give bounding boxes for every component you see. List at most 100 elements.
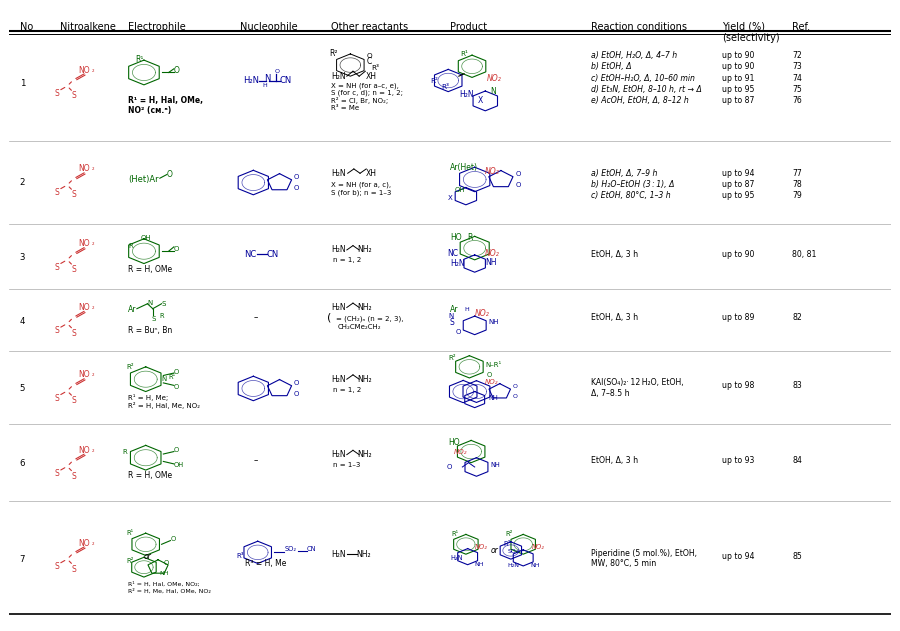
Text: n = 1, 2: n = 1, 2 bbox=[333, 387, 361, 392]
Text: R: R bbox=[128, 243, 133, 249]
Text: Electrophile: Electrophile bbox=[128, 22, 185, 32]
Text: CN: CN bbox=[266, 250, 279, 259]
Text: up to 93: up to 93 bbox=[722, 456, 754, 465]
Text: R²: R² bbox=[430, 78, 438, 83]
Text: O: O bbox=[166, 170, 173, 179]
Text: R³: R³ bbox=[372, 65, 380, 71]
Text: Product: Product bbox=[450, 22, 487, 32]
Text: NO₂: NO₂ bbox=[474, 545, 488, 550]
Text: N: N bbox=[148, 300, 153, 305]
Text: up to 95: up to 95 bbox=[722, 191, 754, 200]
Text: NO: NO bbox=[77, 539, 89, 548]
Text: NO: NO bbox=[77, 446, 89, 455]
Text: R = H, OMe: R = H, OMe bbox=[128, 471, 172, 480]
Text: HO: HO bbox=[450, 233, 462, 242]
Text: NH₂: NH₂ bbox=[357, 450, 372, 459]
Text: Ar: Ar bbox=[450, 305, 458, 314]
Text: c) EtOH–H₂O, Δ, 10–60 min: c) EtOH–H₂O, Δ, 10–60 min bbox=[591, 74, 695, 83]
Text: 77: 77 bbox=[792, 168, 802, 178]
Text: NH: NH bbox=[485, 258, 497, 267]
Text: up to 98: up to 98 bbox=[722, 381, 754, 390]
Text: NO₂: NO₂ bbox=[485, 379, 499, 386]
Text: up to 90: up to 90 bbox=[722, 250, 754, 259]
Text: R²: R² bbox=[126, 364, 134, 370]
Text: X: X bbox=[448, 195, 453, 201]
Text: S: S bbox=[72, 265, 76, 274]
Text: –: – bbox=[253, 456, 257, 465]
Text: R¹: R¹ bbox=[168, 374, 176, 380]
Text: O: O bbox=[174, 447, 179, 453]
Text: NO: NO bbox=[77, 66, 89, 74]
Text: b) EtOH, Δ: b) EtOH, Δ bbox=[591, 62, 632, 71]
Text: O: O bbox=[294, 185, 300, 191]
Text: S: S bbox=[55, 188, 59, 197]
Text: OH: OH bbox=[174, 462, 184, 468]
Text: Nitroalkene: Nitroalkene bbox=[60, 22, 116, 32]
Text: R²: R² bbox=[329, 49, 338, 59]
Text: 1: 1 bbox=[20, 79, 25, 88]
Text: N: N bbox=[264, 74, 270, 83]
Text: EtOH, Δ, 3 h: EtOH, Δ, 3 h bbox=[591, 456, 638, 465]
Text: Other reactants: Other reactants bbox=[331, 22, 408, 32]
Text: c) EtOH, 80°C, 1–3 h: c) EtOH, 80°C, 1–3 h bbox=[591, 191, 670, 200]
Text: NO: NO bbox=[77, 239, 89, 248]
Text: 7: 7 bbox=[20, 555, 25, 564]
Text: NH: NH bbox=[474, 562, 484, 567]
Text: a) EtOH, Δ, 7–9 h: a) EtOH, Δ, 7–9 h bbox=[591, 168, 658, 178]
Text: NC: NC bbox=[245, 250, 256, 259]
Text: ₂: ₂ bbox=[92, 372, 94, 377]
Text: H₂N: H₂N bbox=[450, 555, 463, 561]
Text: R² = Cl, Br, NO₂;: R² = Cl, Br, NO₂; bbox=[331, 97, 388, 104]
Text: No: No bbox=[20, 22, 32, 32]
Text: N: N bbox=[162, 376, 166, 382]
Text: O: O bbox=[487, 372, 492, 378]
Text: up to 87: up to 87 bbox=[722, 96, 754, 105]
Text: R³ = Me: R³ = Me bbox=[331, 105, 359, 110]
Text: O: O bbox=[516, 171, 521, 177]
Text: 4: 4 bbox=[20, 317, 25, 326]
Text: O: O bbox=[170, 536, 176, 543]
Text: H₂N: H₂N bbox=[243, 76, 258, 85]
Text: R = Buⁿ, Bn: R = Buⁿ, Bn bbox=[128, 326, 172, 335]
Text: O: O bbox=[174, 246, 179, 252]
Text: up to 90: up to 90 bbox=[722, 51, 754, 61]
Text: 6: 6 bbox=[20, 459, 25, 468]
Text: H₂N: H₂N bbox=[331, 375, 346, 384]
Text: H₂N: H₂N bbox=[331, 550, 346, 559]
Text: R: R bbox=[160, 313, 165, 319]
Text: CH₂CMe₂CH₂: CH₂CMe₂CH₂ bbox=[338, 324, 382, 330]
Text: up to 94: up to 94 bbox=[722, 552, 754, 561]
Text: Ar: Ar bbox=[128, 305, 137, 314]
Text: S: S bbox=[72, 91, 76, 100]
Text: up to 90: up to 90 bbox=[722, 62, 754, 71]
Text: MW, 80°C, 5 min: MW, 80°C, 5 min bbox=[591, 559, 656, 568]
Text: R¹ = H, Hal, OMe,: R¹ = H, Hal, OMe, bbox=[128, 97, 203, 105]
Text: XH: XH bbox=[366, 168, 377, 178]
Text: NO₂: NO₂ bbox=[485, 249, 500, 257]
Text: NO: NO bbox=[77, 165, 89, 174]
Text: S: S bbox=[151, 316, 156, 322]
Text: 3: 3 bbox=[20, 253, 25, 262]
Text: R¹ = H, Hal, OMe, NO₂;: R¹ = H, Hal, OMe, NO₂; bbox=[128, 582, 200, 587]
Text: R² = H, Hal, Me, NO₂: R² = H, Hal, Me, NO₂ bbox=[128, 402, 200, 409]
Text: XH: XH bbox=[366, 72, 377, 81]
Text: KAl(SO₄)₂· 12 H₂O, EtOH,: KAl(SO₄)₂· 12 H₂O, EtOH, bbox=[591, 378, 684, 387]
Text: S: S bbox=[72, 565, 76, 574]
Text: CN: CN bbox=[306, 546, 316, 552]
Text: R²: R² bbox=[506, 531, 513, 538]
Text: or: or bbox=[144, 552, 152, 561]
Text: ₂: ₂ bbox=[92, 448, 94, 453]
Text: O: O bbox=[513, 394, 518, 399]
Text: 2: 2 bbox=[20, 178, 25, 187]
Text: Ar(Het): Ar(Het) bbox=[450, 163, 478, 172]
Text: NO₂: NO₂ bbox=[532, 545, 544, 550]
Text: b) H₂O–EtOH (3 : 1), Δ: b) H₂O–EtOH (3 : 1), Δ bbox=[591, 180, 674, 189]
Text: 82: 82 bbox=[792, 314, 802, 322]
Text: S: S bbox=[72, 396, 76, 405]
Text: H₂N: H₂N bbox=[459, 90, 473, 99]
Text: R²: R² bbox=[448, 355, 456, 360]
Text: R³ = H, Me: R³ = H, Me bbox=[246, 559, 287, 568]
Text: NO² (см.ᵃ): NO² (см.ᵃ) bbox=[128, 106, 171, 115]
Text: O: O bbox=[174, 66, 180, 75]
Text: 75: 75 bbox=[792, 85, 802, 93]
